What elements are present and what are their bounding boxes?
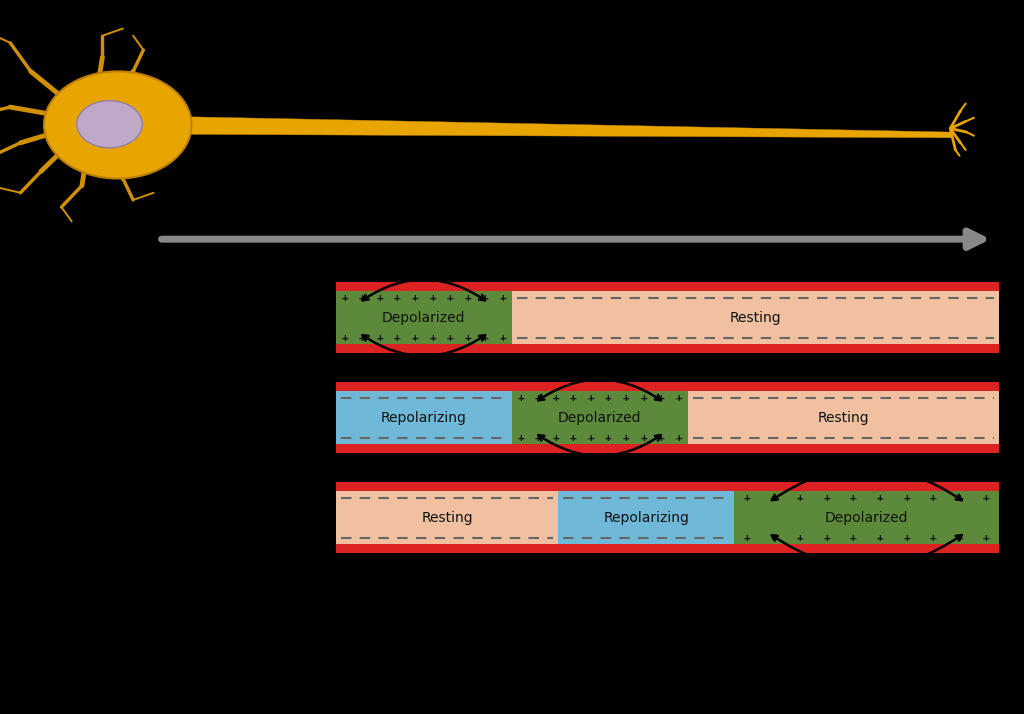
Text: +: +: [657, 433, 665, 443]
Bar: [336, 482, 999, 553]
Text: +: +: [464, 293, 471, 303]
Text: +: +: [877, 533, 884, 543]
Text: +: +: [956, 493, 963, 503]
Text: Repolarizing: Repolarizing: [603, 511, 689, 525]
Text: +: +: [535, 433, 542, 443]
Text: Resting: Resting: [818, 411, 869, 425]
Text: +: +: [956, 533, 963, 543]
Text: +: +: [358, 293, 366, 303]
Ellipse shape: [77, 101, 142, 148]
Bar: [512, 291, 999, 344]
Bar: [512, 391, 687, 444]
Text: +: +: [412, 333, 419, 343]
Text: +: +: [676, 433, 682, 443]
Text: +: +: [930, 493, 936, 503]
Text: +: +: [552, 433, 559, 443]
Text: +: +: [823, 493, 830, 503]
Text: +: +: [770, 533, 777, 543]
Text: +: +: [588, 393, 594, 403]
Text: +: +: [482, 293, 488, 303]
Text: +: +: [358, 333, 366, 343]
Text: +: +: [377, 333, 383, 343]
Bar: [558, 491, 734, 544]
Text: +: +: [930, 533, 936, 543]
Text: +: +: [446, 333, 454, 343]
Text: Resting: Resting: [730, 311, 781, 325]
Text: +: +: [983, 493, 989, 503]
Text: +: +: [429, 293, 436, 303]
Text: +: +: [903, 533, 910, 543]
Text: +: +: [570, 393, 577, 403]
Text: Resting: Resting: [421, 511, 473, 525]
Text: +: +: [623, 433, 630, 443]
Text: +: +: [743, 493, 751, 503]
Text: +: +: [482, 333, 488, 343]
Text: Repolarizing: Repolarizing: [381, 411, 467, 425]
Text: +: +: [903, 493, 910, 503]
Text: +: +: [341, 293, 348, 303]
Text: Depolarized: Depolarized: [825, 511, 908, 525]
Bar: [336, 291, 512, 344]
Text: +: +: [640, 393, 647, 403]
Text: +: +: [341, 333, 348, 343]
Text: +: +: [588, 433, 594, 443]
Bar: [336, 391, 512, 444]
Text: Depolarized: Depolarized: [382, 311, 466, 325]
Text: +: +: [850, 493, 857, 503]
Text: +: +: [743, 533, 751, 543]
Text: +: +: [517, 393, 524, 403]
Text: +: +: [657, 393, 665, 403]
Text: +: +: [464, 333, 471, 343]
Bar: [336, 382, 999, 453]
Text: +: +: [877, 493, 884, 503]
Ellipse shape: [44, 71, 191, 178]
Text: +: +: [394, 293, 400, 303]
Bar: [734, 491, 999, 544]
Bar: [336, 491, 558, 544]
Text: +: +: [394, 333, 400, 343]
Bar: [687, 391, 999, 444]
Text: +: +: [605, 393, 611, 403]
Text: +: +: [535, 393, 542, 403]
Text: +: +: [500, 333, 506, 343]
Text: +: +: [640, 433, 647, 443]
Text: +: +: [446, 293, 454, 303]
Text: +: +: [552, 393, 559, 403]
Text: Depolarized: Depolarized: [558, 411, 641, 425]
Text: +: +: [377, 293, 383, 303]
Text: +: +: [517, 433, 524, 443]
Text: +: +: [823, 533, 830, 543]
Polygon shape: [169, 116, 952, 138]
Text: +: +: [797, 533, 804, 543]
Text: +: +: [676, 393, 682, 403]
Text: +: +: [412, 293, 419, 303]
Bar: [336, 282, 999, 353]
Text: +: +: [570, 433, 577, 443]
Text: +: +: [429, 333, 436, 343]
Text: +: +: [500, 293, 506, 303]
Text: +: +: [623, 393, 630, 403]
Text: +: +: [983, 533, 989, 543]
Text: +: +: [605, 433, 611, 443]
Text: +: +: [850, 533, 857, 543]
Text: +: +: [770, 493, 777, 503]
Text: +: +: [797, 493, 804, 503]
